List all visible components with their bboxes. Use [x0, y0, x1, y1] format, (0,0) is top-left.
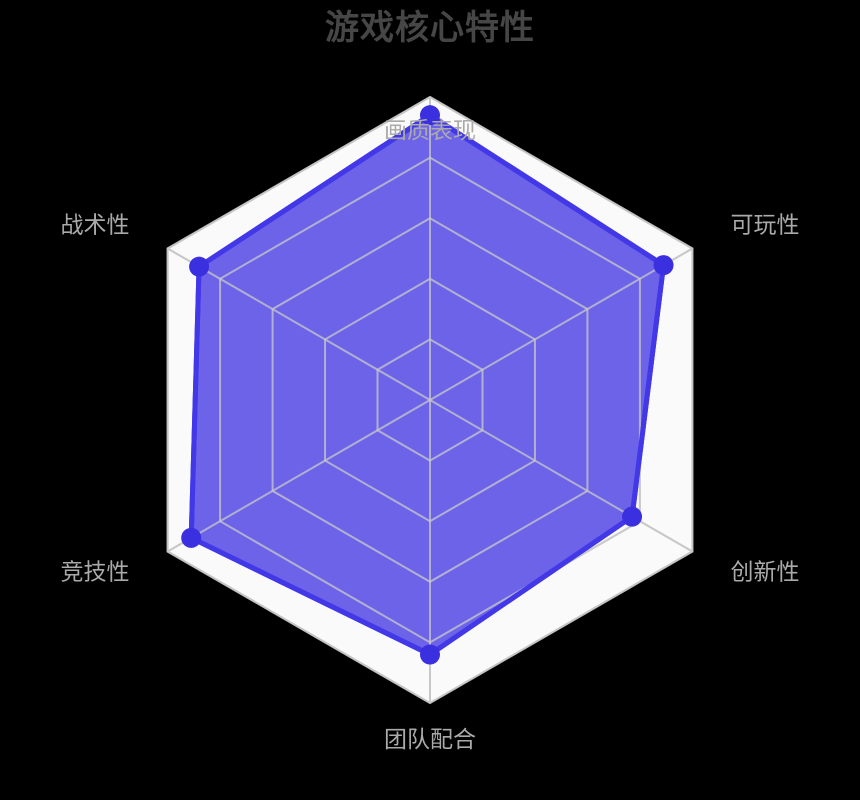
radar-axis-label-团队配合: 团队配合 — [384, 726, 476, 752]
radar-data-point-创新性[interactable] — [622, 506, 643, 527]
radar-data-point-竞技性[interactable] — [181, 527, 202, 548]
radar-data-point-团队配合[interactable] — [420, 644, 440, 665]
page-title: 游戏核心特性 — [325, 9, 535, 47]
radar-data-point-画质表现[interactable] — [420, 105, 440, 126]
radar-axis-label-可玩性: 可玩性 — [731, 212, 800, 238]
radar-axis-label-创新性: 创新性 — [731, 559, 800, 585]
radar-axis-label-画质表现: 画质表现 — [384, 117, 476, 143]
radar-series-area — [166, 95, 694, 705]
radar-axis-label-竞技性: 竞技性 — [61, 559, 130, 585]
radar-axis-label-战术性: 战术性 — [61, 212, 130, 238]
radar-series-symbols[interactable] — [181, 105, 674, 665]
radar-data-point-战术性[interactable] — [189, 256, 210, 277]
radar-data-point-可玩性[interactable] — [653, 255, 674, 276]
